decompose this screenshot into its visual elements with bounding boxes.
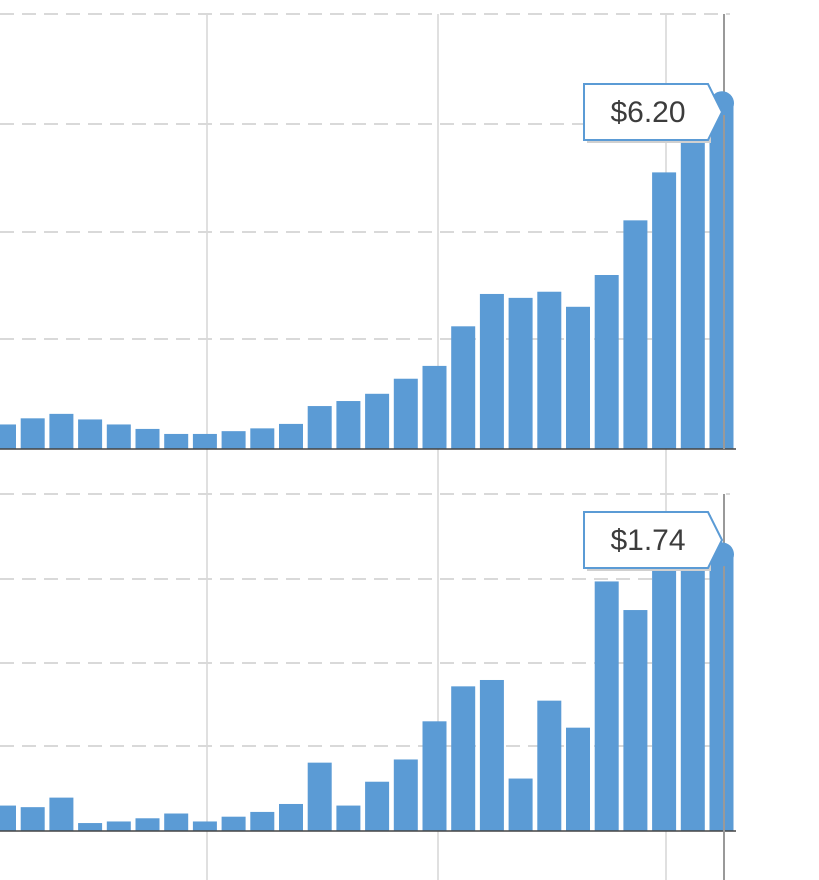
bar [365, 393, 390, 449]
bar [0, 424, 16, 449]
bar [566, 727, 590, 831]
bar [221, 816, 246, 831]
bar [279, 803, 303, 831]
bar [508, 778, 533, 831]
bar [652, 172, 677, 449]
bar [20, 418, 45, 449]
bar [135, 428, 160, 449]
tooltip: $6.20 [583, 83, 724, 143]
bar [393, 759, 418, 831]
bar [78, 419, 103, 449]
bar [164, 813, 189, 831]
tooltip-value: $6.20 [610, 96, 685, 129]
bar [106, 821, 131, 831]
tooltip: $1.74 [583, 511, 724, 571]
bar [250, 428, 275, 449]
chart-panel-1: $6.20 [0, 13, 736, 450]
bar [192, 821, 217, 831]
bar [20, 807, 45, 831]
bar [279, 423, 303, 449]
bar [49, 797, 74, 831]
bar [566, 306, 590, 449]
bar [594, 581, 619, 831]
bar [336, 805, 361, 831]
tooltip-box [583, 83, 724, 141]
bar [709, 554, 734, 831]
bar [537, 291, 562, 449]
bar [537, 700, 562, 831]
bar [78, 823, 103, 831]
tooltip-value: $1.74 [610, 524, 685, 557]
bar [164, 433, 189, 449]
bar [451, 686, 476, 831]
bar [336, 401, 361, 449]
bar [709, 103, 734, 449]
bar [652, 568, 677, 831]
bar [451, 326, 476, 449]
bar [365, 781, 390, 831]
bar [0, 805, 16, 831]
bar [49, 413, 74, 449]
bar [135, 818, 160, 831]
bar [680, 559, 705, 831]
bar [422, 365, 447, 449]
bar [192, 433, 217, 449]
bar [479, 293, 504, 449]
bar [307, 762, 332, 831]
bar [680, 123, 705, 450]
tooltip-box [583, 511, 724, 569]
bar [307, 406, 332, 449]
bar [250, 811, 275, 831]
bar [508, 297, 533, 449]
bar [221, 431, 246, 449]
bar [393, 378, 418, 449]
bar [422, 721, 447, 831]
bar [479, 679, 504, 831]
bar [623, 610, 648, 831]
chart-panel-2: $1.74 [0, 493, 736, 880]
bar [623, 220, 648, 449]
bar [594, 275, 619, 449]
bar [106, 424, 131, 449]
